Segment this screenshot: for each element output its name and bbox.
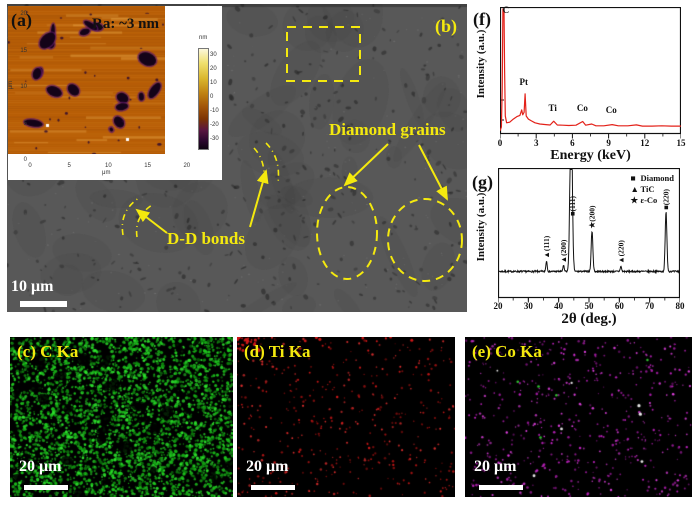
eds-x-tick-label: 0 [497,138,503,148]
dd-bonds-annotation: D-D bonds [167,229,245,248]
xrd-legend-entry-ε-Co: ★ ε-Co [630,195,674,206]
xrd-x-tick-label: 80 [675,301,685,311]
eds-peak-label-co: Co [605,104,617,115]
eds-curve [499,8,681,132]
eds-x-tick-label: 9 [606,138,611,148]
afm-x-tick: 10 [105,163,112,169]
panel-e-scalebar-label: 20 μm [474,458,517,475]
eds-map-ti-ka: (d) Ti Ka 20 μm [237,337,455,497]
panel-f-letter: (f) [473,9,491,29]
xrd-peak-label-(220): ■(220) [662,188,671,209]
afm-height-map [8,6,165,154]
xrd-peak-label-(111): ▲(111) [542,235,551,258]
xrd-legend-symbol: ■ [630,173,636,183]
panel-a-letter: (a) [11,10,32,30]
afm-y-tick: 5 [23,120,27,127]
xrd-legend-entry-TiC: ▲ TiC [630,184,674,195]
eds-chart-svg [499,6,682,139]
eds-frame [499,6,682,135]
eds-peak-label-pt: Pt [519,77,529,88]
xrd-x-axis-label: 2θ (deg.) [561,311,617,327]
eds-x-tick-label: 12 [640,138,650,148]
afm-y-tick: 15 [20,47,27,54]
xrd-legend-symbol: ▲ [630,184,639,194]
panel-c-label: (c) C Ka [17,342,79,361]
afm-colorbar-tick: 20 [210,66,217,72]
xrd-pattern-panel-g: (g) Intensity (a.u.) ■ Diamond ▲ TiC ★ ε-Co ▲… [470,165,700,335]
xrd-plot-area: ■ Diamond ▲ TiC ★ ε-Co ▲(111) ▲(200) ■(111) ★(20… [498,168,680,303]
titanium-map-image [237,337,455,497]
eds-x-axis-label: Energy (keV) [550,148,631,163]
xrd-x-tick-label: 50 [584,301,594,311]
afm-colorbar-tick: 10 [210,80,217,86]
xrd-x-tick-label: 20 [493,301,503,311]
xrd-legend-symbol: ★ [630,195,639,205]
afm-colorbar-tick: 0 [210,94,214,100]
afm-inset-panel-a: (a) Ra: ~3 nm 20 15 10 5 0 0 5 10 15 20 μm μm nm… [8,6,222,180]
panel-d-label: (d) Ti Ka [244,342,311,361]
xrd-y-axis-label: Intensity (a.u.) [475,192,487,262]
xrd-legend: ■ Diamond ▲ TiC ★ ε-Co [630,173,674,206]
xrd-x-tick-label: 70 [645,301,655,311]
afm-colorbar-tick: -30 [210,136,219,142]
afm-x-axis-unit: μm [102,170,111,176]
afm-y-tick: 10 [20,84,27,90]
afm-colorbar-tick: 30 [210,52,217,58]
eds-peak-label-ti: Ti [548,103,557,114]
xrd-chart-svg: ▲(111) ▲(200) ■(111) ★(200) ▲(220) ■(220) [498,168,680,303]
panel-c-scalebar-label: 20 μm [19,458,62,475]
carbon-map-image [10,337,233,497]
eds-x-tick-label: 3 [533,138,539,148]
cobalt-map-image [465,337,692,497]
panel-e-scalebar [479,485,523,490]
afm-x-tick: 0 [28,163,32,169]
panel-g-letter: (g) [472,172,493,192]
xrd-peak-label-(200): ★(200) [588,205,597,228]
eds-map-c-ka: (c) C Ka 20 μm [10,337,233,497]
xrd-x-tick-label: 40 [554,301,564,311]
afm-x-tick: 5 [67,163,71,169]
xrd-x-tick-label: 30 [523,301,533,311]
xrd-legend-entry-Diamond: ■ Diamond [630,173,674,184]
sem-image-panel-b: (b) Diamond grains D-D bonds 10 μm (a) R… [7,4,467,312]
panel-e-label: (e) Co Ka [472,342,542,361]
eds-spectrum-panel-f: (f) Intensity (a.u.) C Pt Ti Co Co 0 3 6 9 12 15 … [470,0,700,166]
eds-plot-area: C Pt Ti Co Co [499,4,682,139]
afm-y-tick: 0 [23,157,27,163]
panel-d-scalebar [251,485,295,490]
xrd-peak-label-(111): ■(111) [568,196,577,216]
afm-colorbar [198,48,209,150]
xrd-x-tick-label: 60 [614,301,624,311]
sem-scalebar-label: 10 μm [11,278,54,295]
afm-y-axis-unit: μm [8,80,15,90]
afm-colorbar-tick: -10 [210,108,219,114]
eds-peak-label-co: Co [576,103,588,114]
eds-y-axis-label: Intensity (a.u.) [475,29,487,99]
eds-x-tick-label: 6 [570,138,575,148]
panel-d-scalebar-label: 20 μm [246,458,289,475]
sem-scalebar [20,301,67,307]
panel-c-scalebar [24,485,68,490]
afm-x-tick: 20 [183,163,191,169]
xrd-peak-label-(220): ▲(220) [616,240,625,264]
panel-b-letter: (b) [435,16,457,36]
afm-colorbar-unit: nm [199,35,208,41]
xrd-peak-label-(200): ▲(200) [559,239,568,263]
afm-y-tick: 20 [20,11,27,17]
xrd-legend-label: TiC [640,184,655,194]
xrd-trace [498,169,680,275]
diamond-grains-annotation: Diamond grains [329,120,446,139]
xrd-frame [498,168,680,299]
afm-colorbar-tick: -20 [210,122,219,128]
roughness-value: Ra: ~3 nm [92,16,159,32]
eds-map-co-ka: (e) Co Ka 20 μm [465,337,692,497]
xrd-legend-label: Diamond [640,173,674,183]
eds-peak-label-c: C [502,4,510,15]
eds-x-tick-label: 15 [676,138,686,148]
xrd-legend-label: ε-Co [640,195,658,205]
afm-x-tick: 15 [144,163,151,169]
